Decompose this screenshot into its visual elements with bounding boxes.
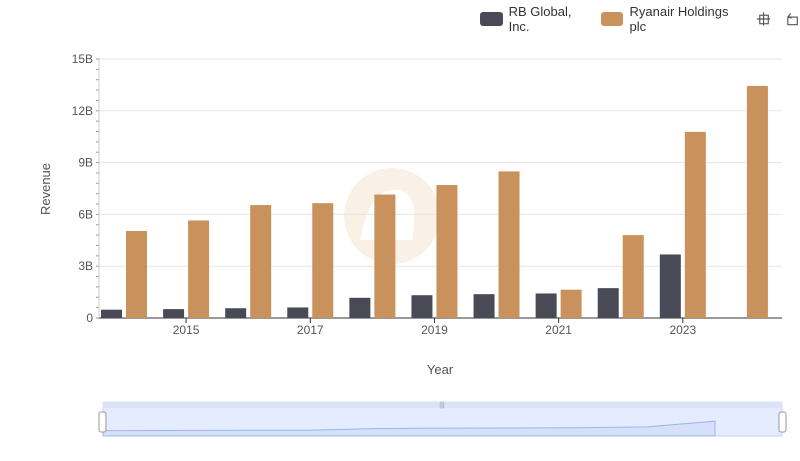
x-axis-label: Year [427,362,454,377]
x-tick-label: 2021 [545,323,572,337]
bar-ryanair-2019[interactable] [436,185,458,318]
bar-rb-global-2020[interactable] [473,294,495,318]
navigator-handle-right[interactable] [778,411,787,433]
range-navigator[interactable]: ||| [98,401,787,437]
bar-ryanair-2023[interactable] [684,131,706,318]
legend: RB Global, Inc. Ryanair Holdings plc [480,4,800,34]
y-tick-label: 9B [78,156,93,170]
crosshair-zoom-icon[interactable] [756,11,771,27]
y-tick-label: 12B [72,104,93,118]
y-tick-label: 0 [86,311,93,325]
bar-rb-global-2017[interactable] [287,307,309,318]
x-tick-label: 2023 [669,323,696,337]
legend-swatch [480,12,503,26]
x-tick-label: 2015 [173,323,200,337]
bar-rb-global-2019[interactable] [411,295,433,318]
legend-label: Ryanair Holdings plc [629,4,729,34]
bars [101,85,768,318]
x-tick-label: 2019 [421,323,448,337]
navigator-handle-left[interactable] [98,411,107,433]
legend-swatch [600,12,624,26]
bar-ryanair-2016[interactable] [250,205,272,318]
bar-rb-global-2021[interactable] [535,293,557,318]
bar-ryanair-2024[interactable] [746,85,768,318]
navigator-grip-icon[interactable]: ||| [439,402,445,409]
bar-ryanair-2022[interactable] [622,235,644,318]
bar-rb-global-2016[interactable] [225,308,247,318]
bar-ryanair-2015[interactable] [188,220,210,318]
bar-ryanair-2020[interactable] [498,171,520,318]
x-axis: 2015 2017 2019 2021 2023 [99,317,782,337]
y-tick-label: 15B [72,52,93,66]
bar-rb-global-2014[interactable] [101,309,122,318]
y-axis: 0 3B 6B 9B 12B 15B [72,52,100,325]
y-tick-label: 3B [78,259,93,273]
legend-item-ryanair[interactable]: Ryanair Holdings plc [600,4,742,34]
bar-rb-global-2018[interactable] [349,297,371,318]
bar-rb-global-2015[interactable] [163,309,185,318]
bar-ryanair-2018[interactable] [374,194,396,318]
bar-ryanair-2017[interactable] [312,203,334,318]
reset-zoom-icon[interactable] [785,11,800,27]
navigator-series-line [102,420,716,437]
bar-ryanair-2014[interactable] [126,230,147,318]
x-tick-label: 2017 [297,323,324,337]
y-axis-label: Revenue [38,163,53,215]
bar-rb-global-2022[interactable] [597,288,619,318]
bar-ryanair-2021[interactable] [560,289,582,318]
legend-label: RB Global, Inc. [508,4,572,34]
bar-rb-global-2023[interactable] [659,254,681,318]
y-tick-label: 6B [78,207,93,221]
legend-item-rb-global[interactable]: RB Global, Inc. [480,4,591,34]
